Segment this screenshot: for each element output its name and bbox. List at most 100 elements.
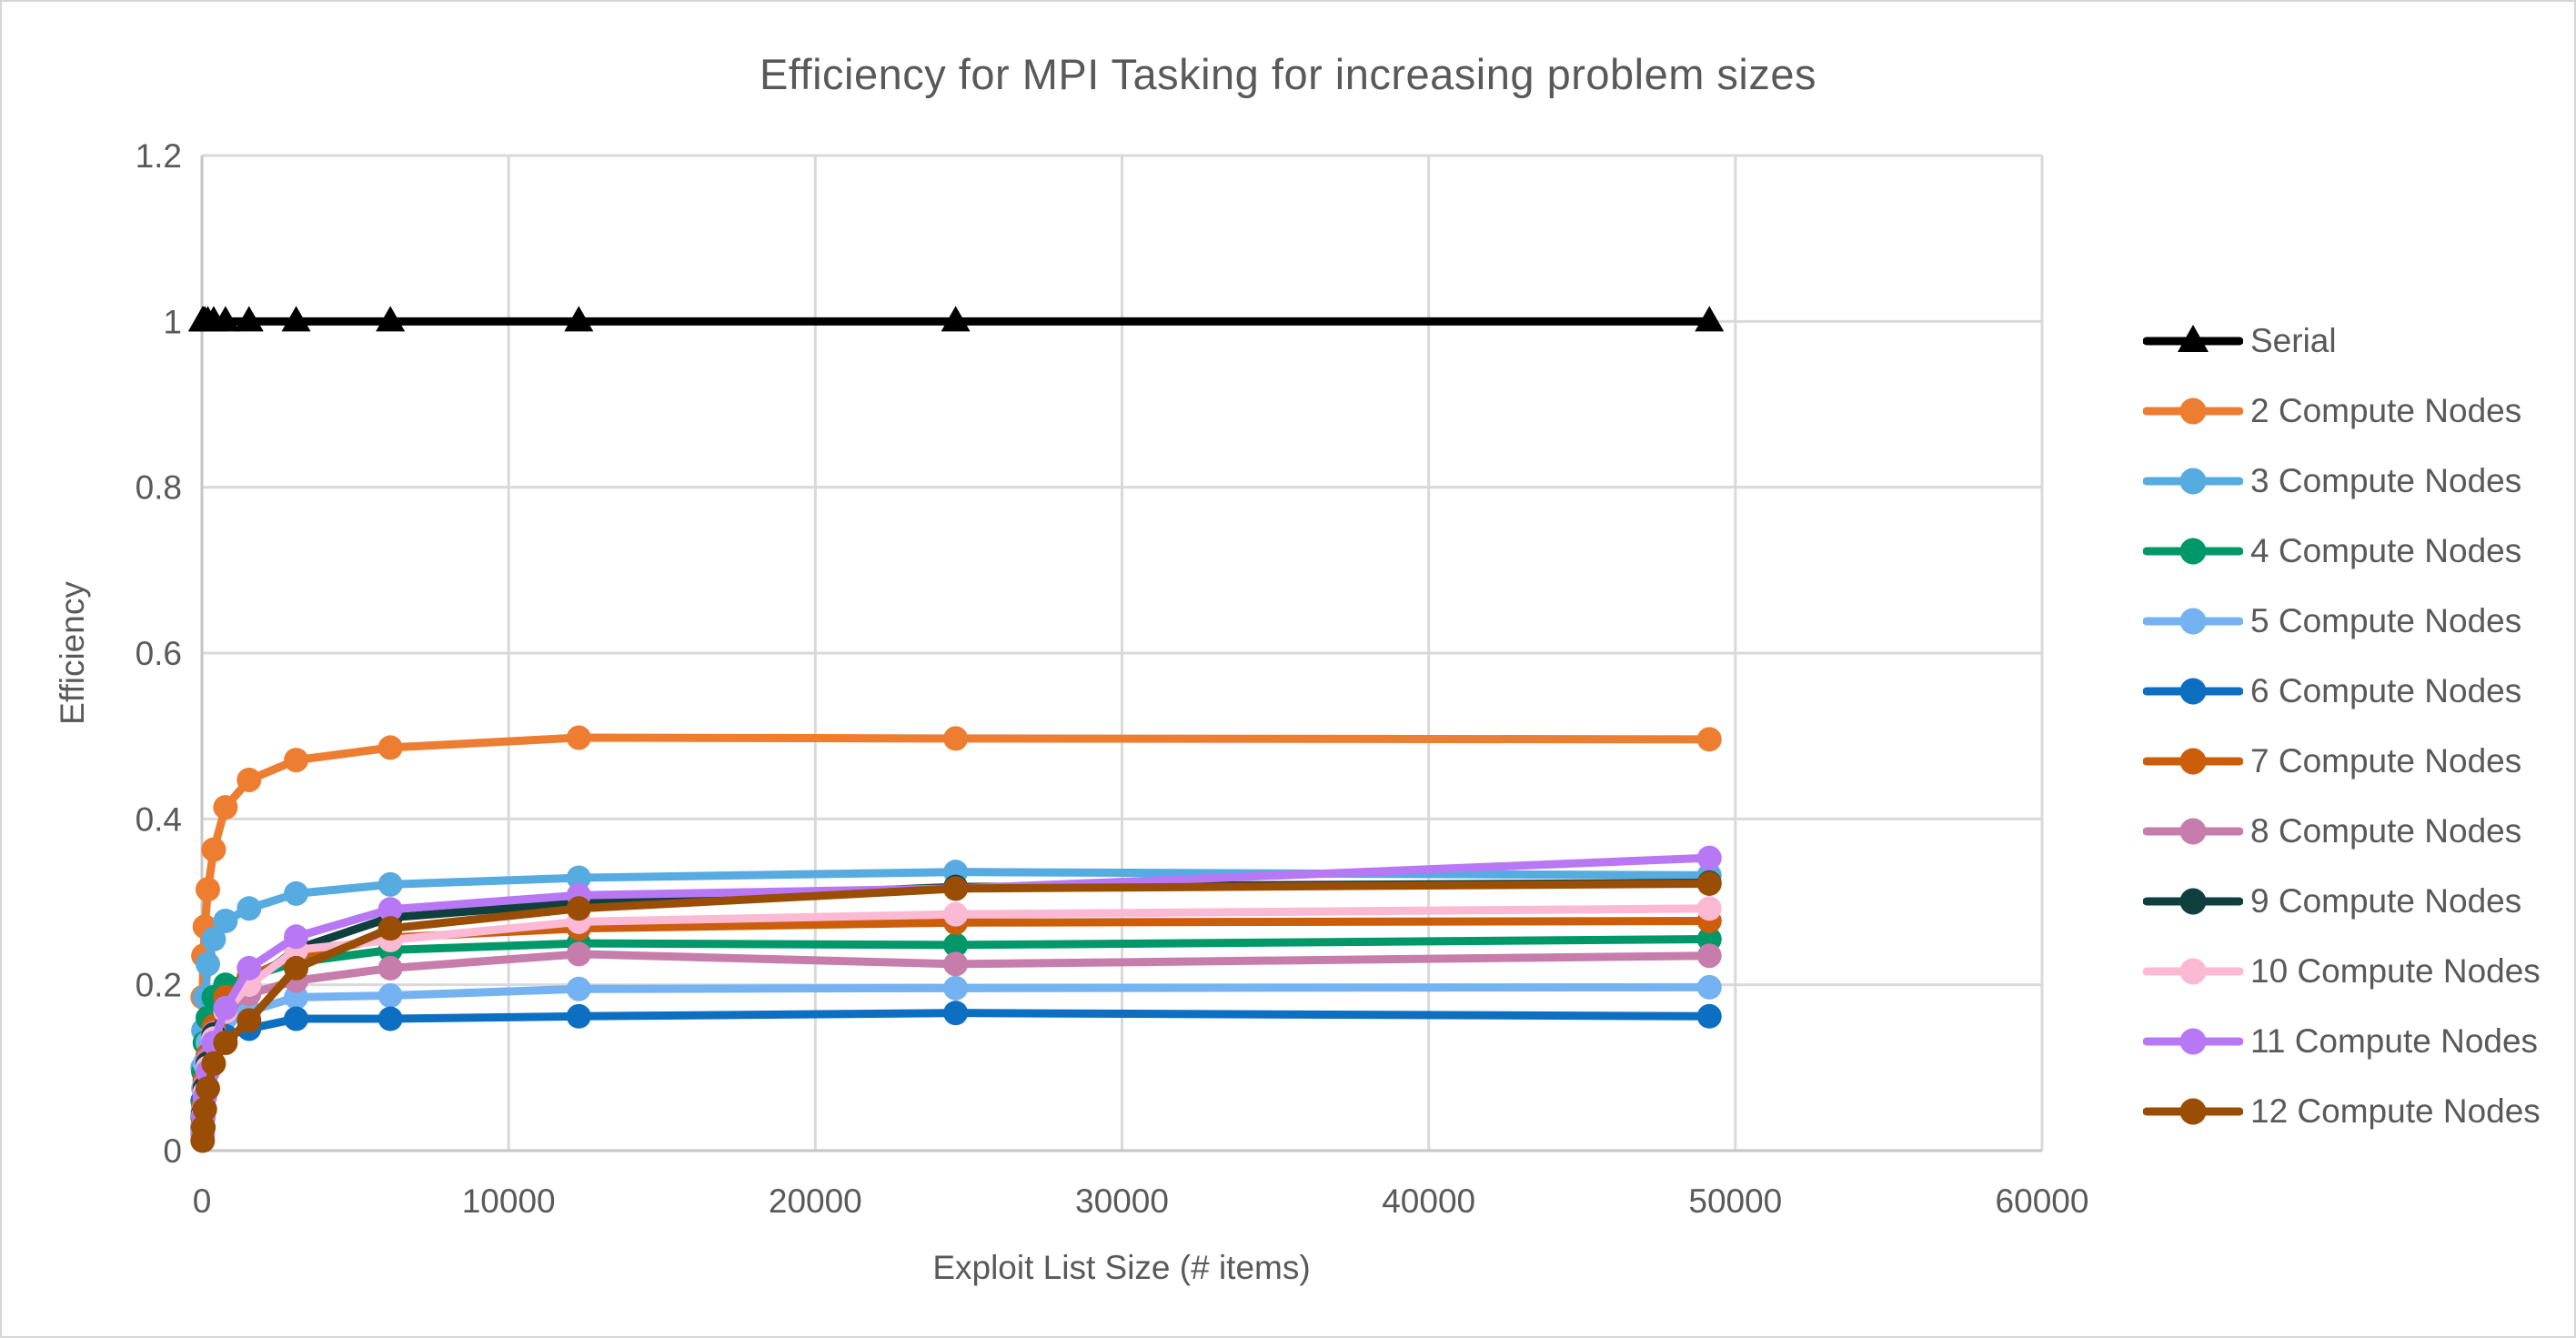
series-marker-serial	[281, 306, 311, 332]
legend-swatch-11-compute-nodes	[2143, 1028, 2243, 1054]
legend-swatch-serial	[2143, 324, 2243, 352]
y-tick-label: 1.2	[136, 137, 182, 175]
y-tick-label: 0.4	[136, 800, 182, 838]
series-marker-12-compute-nodes	[191, 1114, 216, 1140]
legend-item-4-compute-nodes: 4 Compute Nodes	[2143, 516, 2541, 586]
legend-marker-5-compute-nodes	[2179, 608, 2207, 634]
series-marker-12-compute-nodes	[201, 1051, 226, 1076]
series-marker-2-compute-nodes	[943, 726, 969, 751]
legend-swatch-6-compute-nodes	[2143, 678, 2243, 704]
legend-swatch-7-compute-nodes	[2143, 748, 2243, 774]
legend-marker-3-compute-nodes	[2179, 468, 2207, 494]
series-marker-2-compute-nodes	[1696, 727, 1722, 752]
x-tick-label: 0	[193, 1182, 212, 1220]
legend-swatch-8-compute-nodes	[2143, 818, 2243, 844]
legend-marker-9-compute-nodes	[2179, 888, 2207, 914]
series-marker-12-compute-nodes	[284, 955, 309, 981]
legend-marker-8-compute-nodes	[2179, 818, 2207, 844]
series-marker-5-compute-nodes	[1696, 974, 1722, 1000]
legend-label-2-compute-nodes: 2 Compute Nodes	[2250, 391, 2522, 429]
x-tick-label: 60000	[1996, 1182, 2089, 1220]
series-marker-serial	[234, 306, 264, 332]
series-marker-2-compute-nodes	[566, 725, 591, 750]
legend-label-9-compute-nodes: 9 Compute Nodes	[2250, 881, 2522, 920]
series-marker-10-compute-nodes	[1696, 896, 1722, 921]
legend-item-serial: Serial	[2143, 306, 2541, 376]
series-marker-12-compute-nodes	[1696, 870, 1722, 896]
legend-marker-2-compute-nodes	[2179, 397, 2207, 424]
x-tick-label: 10000	[462, 1182, 556, 1220]
series-marker-4-compute-nodes	[943, 932, 969, 958]
x-tick-label: 30000	[1075, 1182, 1169, 1220]
legend-marker-7-compute-nodes	[2179, 748, 2207, 774]
series-marker-2-compute-nodes	[284, 748, 309, 773]
legend-marker-10-compute-nodes	[2179, 958, 2207, 984]
legend-item-8-compute-nodes: 8 Compute Nodes	[2143, 796, 2541, 866]
series-marker-2-compute-nodes	[377, 735, 403, 760]
y-tick-label: 0.2	[136, 967, 182, 1004]
legend-swatch-10-compute-nodes	[2143, 958, 2243, 984]
series-marker-6-compute-nodes	[566, 1003, 591, 1029]
series-marker-12-compute-nodes	[213, 1030, 238, 1055]
x-tick-label: 20000	[769, 1182, 862, 1220]
series-marker-serial	[1695, 306, 1725, 332]
legend-swatch-4-compute-nodes	[2143, 538, 2243, 564]
series-marker-2-compute-nodes	[201, 837, 226, 862]
series-marker-12-compute-nodes	[236, 1008, 262, 1033]
legend-marker-6-compute-nodes	[2179, 678, 2207, 704]
legend-swatch-2-compute-nodes	[2143, 397, 2243, 424]
legend-swatch-3-compute-nodes	[2143, 468, 2243, 494]
series-marker-6-compute-nodes	[1696, 1003, 1722, 1029]
series-marker-2-compute-nodes	[236, 767, 262, 792]
series-marker-serial	[941, 306, 971, 332]
series-marker-8-compute-nodes	[377, 955, 403, 981]
series-marker-6-compute-nodes	[284, 1006, 309, 1031]
legend-item-6-compute-nodes: 6 Compute Nodes	[2143, 656, 2541, 726]
series-marker-3-compute-nodes	[195, 951, 220, 977]
y-tick-label: 0.8	[136, 469, 182, 507]
chart-title: Efficiency for MPI Tasking for increasin…	[759, 50, 1817, 98]
series-marker-12-compute-nodes	[566, 896, 591, 921]
series-marker-serial	[376, 306, 406, 332]
series-marker-serial	[564, 306, 594, 332]
y-axis-title: Efficiency	[54, 581, 91, 725]
series-marker-8-compute-nodes	[566, 941, 591, 967]
series-marker-12-compute-nodes	[192, 1096, 217, 1122]
series-marker-12-compute-nodes	[195, 1076, 220, 1102]
legend-label-4-compute-nodes: 4 Compute Nodes	[2250, 531, 2522, 569]
series-marker-10-compute-nodes	[943, 901, 969, 927]
series-marker-3-compute-nodes	[377, 871, 403, 897]
legend: Serial 2 Compute Nodes 3 Compute Nodes 4 Co…	[2143, 306, 2541, 1146]
legend-label-5-compute-nodes: 5 Compute Nodes	[2250, 601, 2522, 639]
series-marker-5-compute-nodes	[377, 983, 403, 1009]
legend-swatch-9-compute-nodes	[2143, 888, 2243, 914]
legend-label-10-compute-nodes: 10 Compute Nodes	[2250, 951, 2541, 990]
legend-swatch-12-compute-nodes	[2143, 1098, 2243, 1124]
legend-label-12-compute-nodes: 12 Compute Nodes	[2250, 1092, 2541, 1130]
legend-marker-12-compute-nodes	[2179, 1098, 2207, 1124]
legend-label-serial: Serial	[2250, 321, 2337, 359]
series-marker-2-compute-nodes	[195, 877, 220, 902]
legend-item-11-compute-nodes: 11 Compute Nodes	[2143, 1006, 2541, 1076]
legend-swatch-5-compute-nodes	[2143, 608, 2243, 634]
series-marker-11-compute-nodes	[377, 897, 403, 922]
legend-item-5-compute-nodes: 5 Compute Nodes	[2143, 586, 2541, 656]
series-marker-3-compute-nodes	[236, 896, 262, 921]
legend-label-8-compute-nodes: 8 Compute Nodes	[2250, 811, 2522, 850]
x-tick-label: 50000	[1688, 1182, 1782, 1220]
y-tick-label: 1	[163, 303, 182, 340]
series-marker-5-compute-nodes	[943, 975, 969, 1001]
series-marker-12-compute-nodes	[377, 916, 403, 941]
y-tick-label: 0	[163, 1132, 182, 1170]
series-line-6-compute-nodes	[198, 1009, 1714, 1122]
series-marker-11-compute-nodes	[1696, 845, 1722, 870]
legend-item-2-compute-nodes: 2 Compute Nodes	[2143, 376, 2541, 446]
legend-item-9-compute-nodes: 9 Compute Nodes	[2143, 866, 2541, 936]
legend-marker-4-compute-nodes	[2179, 538, 2207, 564]
series-marker-5-compute-nodes	[566, 976, 591, 1001]
legend-marker-serial	[2178, 324, 2209, 352]
legend-item-12-compute-nodes: 12 Compute Nodes	[2143, 1076, 2541, 1146]
x-tick-label: 40000	[1382, 1182, 1475, 1220]
legend-item-3-compute-nodes: 3 Compute Nodes	[2143, 446, 2541, 516]
